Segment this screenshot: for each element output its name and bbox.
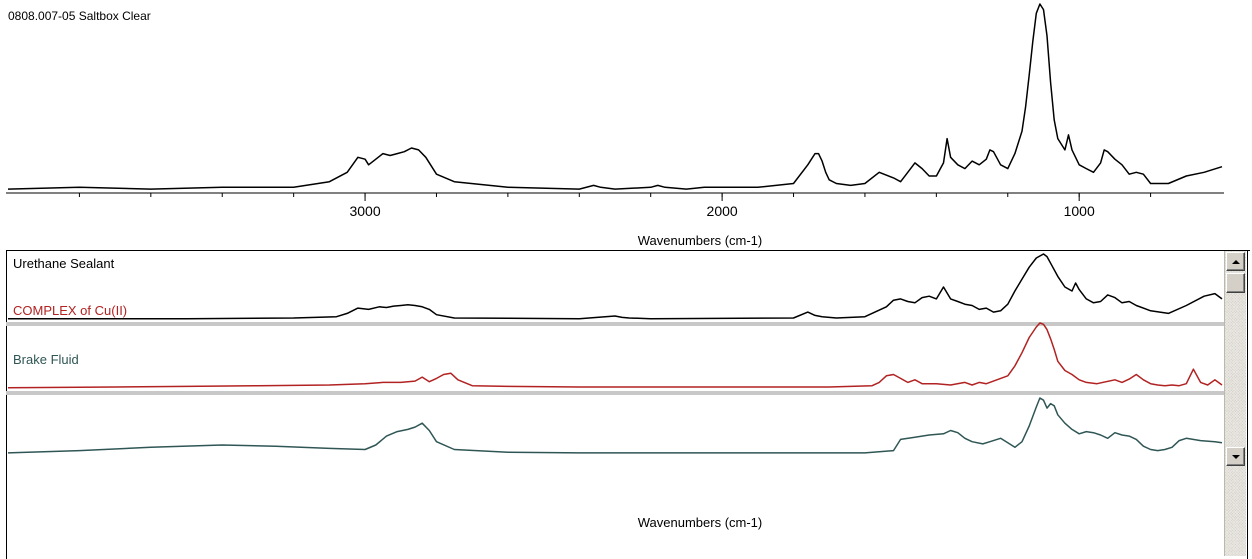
stack-label-complex-cu-ii: COMPLEX of Cu(II) (13, 303, 128, 318)
top-series-line (7, 3, 1223, 190)
panel-divider (6, 250, 1250, 251)
stack-label-brake-fluid: Brake Fluid (13, 352, 79, 367)
vertical-scrollbar[interactable] (1224, 251, 1246, 556)
top-tick-label: 3000 (349, 203, 380, 219)
top-tick-label: 1000 (1064, 203, 1095, 219)
scroll-up-arrow-icon (1231, 259, 1240, 264)
top-spectrum-panel: 0808.007-05 Saltbox Clear 3000 2000 1000 W… (0, 0, 1252, 250)
top-spectrum-chart: 3000 2000 1000 Wavenumbers (cm-1) (6, 3, 1224, 248)
panel-left-edge (6, 251, 7, 559)
bottom-x-axis-label: Wavenumbers (cm-1) (638, 515, 762, 530)
stacked-series-line (7, 322, 1223, 389)
stack-separator (6, 391, 1224, 395)
top-x-axis-label: Wavenumbers (cm-1) (638, 233, 762, 248)
panel-right-edge (1247, 251, 1248, 559)
stacked-series-line (7, 397, 1223, 454)
scroll-up-button[interactable] (1226, 252, 1245, 271)
scroll-down-button[interactable] (1226, 447, 1245, 466)
top-spectrum-title: 0808.007-05 Saltbox Clear (8, 9, 151, 23)
scroll-thumb[interactable] (1226, 273, 1245, 293)
top-tick-label: 2000 (707, 203, 738, 219)
scroll-down-arrow-icon (1231, 454, 1240, 459)
stacked-series-line (8, 253, 1223, 320)
stack-separator (6, 322, 1224, 326)
stack-label-urethane-sealant: Urethane Sealant (13, 256, 115, 271)
